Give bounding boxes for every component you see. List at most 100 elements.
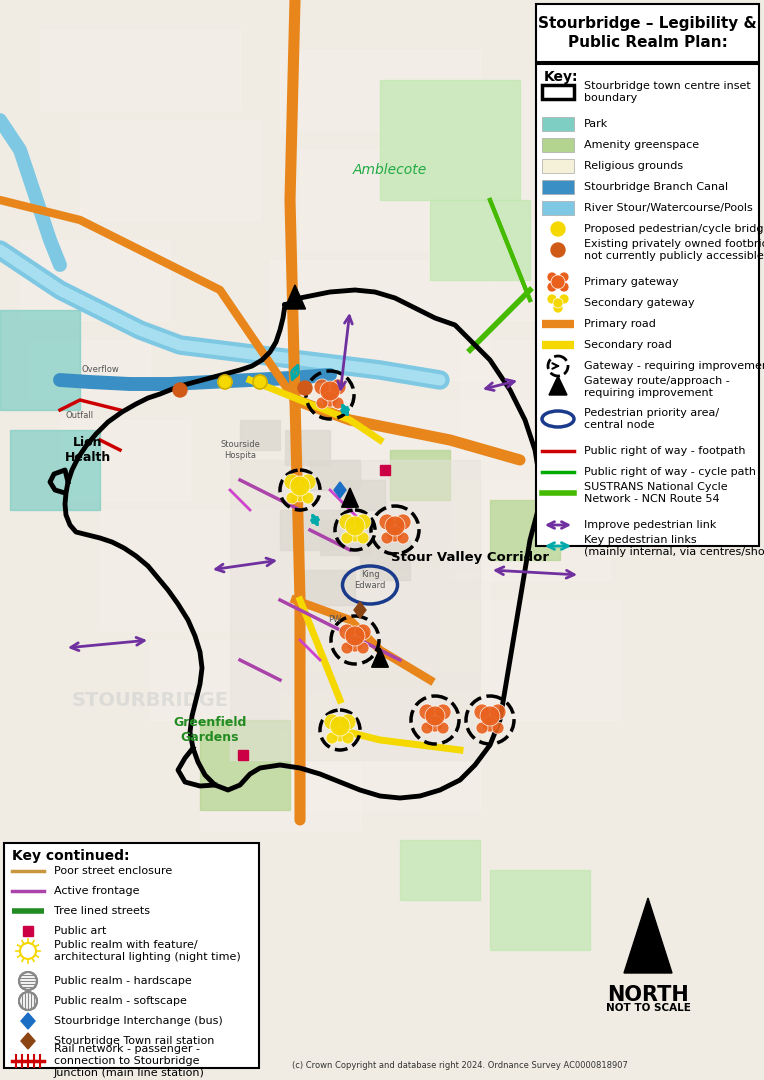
- Bar: [440, 600, 620, 720]
- Circle shape: [300, 474, 316, 490]
- FancyBboxPatch shape: [542, 159, 574, 173]
- Text: Overflow: Overflow: [81, 365, 119, 375]
- Text: Active frontage: Active frontage: [54, 886, 140, 896]
- Circle shape: [218, 375, 232, 389]
- Text: King
Edward: King Edward: [354, 570, 386, 590]
- Text: Proposed pedestrian/cycle bridge: Proposed pedestrian/cycle bridge: [584, 224, 764, 234]
- Bar: [80, 120, 260, 220]
- Text: Pedestrian priority area/
central node: Pedestrian priority area/ central node: [584, 408, 719, 430]
- Circle shape: [314, 379, 330, 395]
- Circle shape: [326, 732, 338, 744]
- Circle shape: [437, 723, 449, 734]
- Text: PW: PW: [329, 616, 342, 624]
- Circle shape: [553, 298, 563, 308]
- Circle shape: [316, 397, 328, 409]
- Circle shape: [379, 514, 395, 530]
- Circle shape: [474, 704, 490, 720]
- Circle shape: [427, 716, 443, 732]
- Polygon shape: [342, 488, 358, 508]
- Text: Stourbridge Interchange (bus): Stourbridge Interchange (bus): [54, 1016, 223, 1026]
- Polygon shape: [354, 602, 366, 618]
- Circle shape: [547, 272, 557, 282]
- Text: Gateway route/approach -
requiring improvement: Gateway route/approach - requiring impro…: [584, 376, 730, 397]
- Circle shape: [345, 626, 365, 646]
- Polygon shape: [334, 482, 346, 498]
- Bar: [290, 570, 490, 670]
- Bar: [150, 640, 330, 720]
- Circle shape: [302, 492, 314, 504]
- Circle shape: [286, 492, 298, 504]
- Circle shape: [357, 532, 369, 544]
- Bar: [60, 420, 190, 500]
- Text: Outfall: Outfall: [66, 410, 94, 419]
- Text: Stour Valley Corridor: Stour Valley Corridor: [391, 552, 549, 565]
- Bar: [280, 510, 340, 550]
- Bar: [10, 430, 100, 510]
- Text: Stourbridge – Legibility &
Public Realm Plan:: Stourbridge – Legibility & Public Realm …: [538, 15, 757, 51]
- Bar: [490, 220, 650, 320]
- Circle shape: [355, 624, 371, 640]
- Circle shape: [332, 397, 344, 409]
- Polygon shape: [549, 376, 567, 395]
- Circle shape: [347, 636, 363, 652]
- Bar: [270, 260, 490, 380]
- Polygon shape: [21, 1032, 35, 1049]
- Bar: [280, 690, 480, 810]
- Text: Secondary gateway: Secondary gateway: [584, 298, 694, 308]
- Circle shape: [340, 714, 356, 730]
- Bar: [30, 340, 150, 400]
- Circle shape: [551, 275, 565, 289]
- Bar: [390, 450, 450, 500]
- Text: Amblecote: Amblecote: [353, 163, 427, 177]
- Circle shape: [332, 726, 348, 742]
- Circle shape: [341, 642, 353, 654]
- Circle shape: [345, 516, 365, 536]
- Circle shape: [339, 624, 355, 640]
- Bar: [320, 519, 370, 555]
- FancyBboxPatch shape: [542, 138, 574, 152]
- Circle shape: [476, 723, 488, 734]
- Bar: [360, 540, 410, 580]
- Circle shape: [482, 716, 498, 732]
- Text: Key pedestrian links
(mainly internal, via centres/shops): Key pedestrian links (mainly internal, v…: [584, 536, 764, 557]
- Circle shape: [492, 723, 504, 734]
- Circle shape: [551, 243, 565, 257]
- Text: Gateway - requiring improvement: Gateway - requiring improvement: [584, 361, 764, 372]
- FancyBboxPatch shape: [536, 4, 759, 62]
- Circle shape: [320, 381, 340, 401]
- Circle shape: [385, 516, 405, 536]
- Circle shape: [387, 526, 403, 542]
- Text: River Stour/Watercourse/Pools: River Stour/Watercourse/Pools: [584, 203, 753, 213]
- Circle shape: [330, 716, 350, 735]
- Circle shape: [19, 993, 37, 1010]
- Polygon shape: [371, 648, 388, 667]
- Text: Stourbridge town centre inset
boundary: Stourbridge town centre inset boundary: [584, 81, 751, 103]
- Circle shape: [490, 704, 506, 720]
- Circle shape: [381, 532, 393, 544]
- Text: Existing privately owned footbridge,
not currently publicly accessible: Existing privately owned footbridge, not…: [584, 239, 764, 260]
- Circle shape: [292, 486, 308, 502]
- Text: Secondary road: Secondary road: [584, 340, 672, 350]
- Text: (c) Crown Copyright and database right 2024. Ordnance Survey AC0000818907: (c) Crown Copyright and database right 2…: [292, 1061, 628, 1070]
- Text: Public right of way - footpath: Public right of way - footpath: [584, 446, 746, 456]
- Circle shape: [341, 532, 353, 544]
- Polygon shape: [21, 1013, 35, 1029]
- Bar: [300, 400, 550, 550]
- Circle shape: [553, 303, 563, 313]
- Bar: [380, 465, 390, 475]
- Circle shape: [480, 706, 500, 726]
- Bar: [280, 50, 480, 130]
- Circle shape: [284, 474, 300, 490]
- Bar: [300, 570, 355, 605]
- Bar: [460, 340, 640, 460]
- Circle shape: [342, 732, 354, 744]
- Circle shape: [19, 972, 37, 990]
- Bar: [285, 430, 330, 465]
- Text: Religious grounds: Religious grounds: [584, 161, 683, 171]
- Circle shape: [553, 276, 563, 287]
- Text: Amenity greenspace: Amenity greenspace: [584, 140, 699, 150]
- Text: Park: Park: [584, 119, 608, 129]
- Circle shape: [425, 706, 445, 726]
- Circle shape: [395, 514, 411, 530]
- Text: Poor street enclosure: Poor street enclosure: [54, 866, 172, 876]
